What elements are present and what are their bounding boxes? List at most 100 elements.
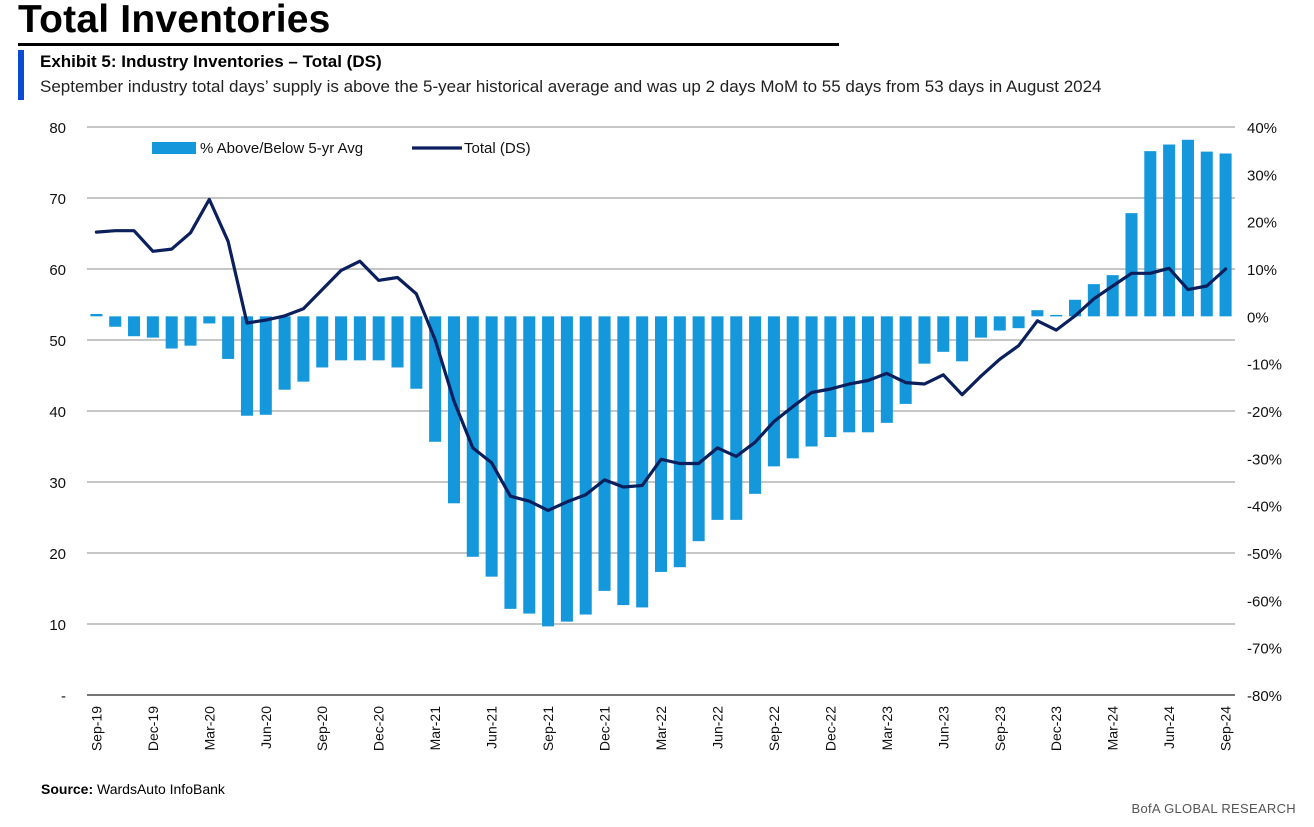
x-tick-label: Mar-23 bbox=[879, 706, 895, 751]
bar bbox=[1031, 310, 1044, 317]
bar bbox=[805, 316, 818, 447]
x-tick-label: Mar-21 bbox=[427, 706, 443, 751]
bar bbox=[297, 316, 310, 382]
y-right-tick-label: 40% bbox=[1247, 120, 1277, 137]
bar bbox=[560, 316, 573, 622]
bar bbox=[937, 316, 950, 352]
y-right-tick-label: 20% bbox=[1247, 215, 1277, 232]
bar bbox=[429, 316, 442, 442]
bar bbox=[974, 316, 987, 338]
x-tick-label: Sep-22 bbox=[766, 706, 782, 751]
bar bbox=[1012, 316, 1025, 329]
bar bbox=[128, 316, 141, 337]
brand-footer: BofA GLOBAL RESEARCH bbox=[1131, 801, 1296, 816]
bar bbox=[165, 316, 178, 349]
y-left-tick-label: 10 bbox=[49, 617, 66, 634]
exhibit-accent-bar bbox=[18, 50, 24, 100]
y-right-tick-label: -50% bbox=[1247, 546, 1282, 563]
y-right-tick-label: -10% bbox=[1247, 357, 1282, 374]
bar bbox=[861, 316, 875, 433]
y-left-tick-label: - bbox=[61, 688, 66, 705]
x-tick-label: Jun-22 bbox=[709, 706, 725, 749]
x-tick-label: Dec-21 bbox=[597, 706, 613, 751]
y-left-tick-label: 60 bbox=[49, 262, 66, 279]
y-left-tick-label: 50 bbox=[49, 333, 66, 350]
source-label: Source: bbox=[41, 781, 94, 797]
bar bbox=[899, 316, 912, 404]
x-tick-label: Mar-24 bbox=[1105, 706, 1121, 751]
y-right-tick-label: 30% bbox=[1247, 167, 1277, 184]
bar bbox=[711, 316, 724, 520]
bar bbox=[391, 316, 404, 368]
bar bbox=[598, 316, 611, 591]
x-tick-label: Jun-24 bbox=[1161, 706, 1177, 749]
source-note: Source: WardsAuto InfoBank bbox=[41, 781, 225, 797]
x-tick-label: Sep-24 bbox=[1218, 706, 1234, 751]
bar bbox=[730, 316, 743, 520]
x-tick-label: Jun-21 bbox=[484, 706, 500, 749]
y-left-tick-label: 40 bbox=[49, 404, 66, 421]
x-tick-label: Sep-21 bbox=[540, 706, 556, 751]
y-right-tick-label: -40% bbox=[1247, 499, 1282, 516]
y-right-tick-label: 0% bbox=[1247, 309, 1269, 326]
bar bbox=[410, 316, 423, 389]
bar bbox=[447, 316, 461, 504]
bar bbox=[542, 316, 555, 627]
legend-label-bars: % Above/Below 5-yr Avg bbox=[200, 140, 363, 157]
bar bbox=[485, 316, 498, 577]
bar bbox=[259, 316, 272, 415]
page-title: Total Inventories bbox=[18, 0, 331, 41]
bar bbox=[523, 316, 536, 614]
bar bbox=[278, 316, 291, 390]
total-ds-line bbox=[94, 197, 1228, 512]
bar bbox=[617, 316, 630, 606]
bar bbox=[203, 316, 216, 324]
x-tick-label: Dec-23 bbox=[1048, 706, 1064, 751]
bar bbox=[109, 316, 122, 327]
bar bbox=[654, 316, 668, 572]
x-tick-label: Mar-20 bbox=[201, 706, 217, 751]
y-right-tick-label: -60% bbox=[1247, 593, 1282, 610]
y-right-tick-label: -80% bbox=[1247, 688, 1282, 705]
bar bbox=[993, 316, 1006, 331]
y-right-tick-label: 10% bbox=[1247, 262, 1277, 279]
title-divider bbox=[18, 43, 839, 46]
bar bbox=[1125, 213, 1138, 317]
bar bbox=[1200, 151, 1213, 317]
bar bbox=[316, 316, 329, 368]
x-tick-label: Mar-22 bbox=[653, 706, 669, 751]
bar bbox=[673, 316, 686, 568]
bar bbox=[466, 316, 479, 557]
x-tick-label: Dec-22 bbox=[822, 706, 838, 751]
x-tick-label: Sep-23 bbox=[992, 706, 1008, 751]
bar bbox=[749, 316, 762, 494]
source-text: WardsAuto InfoBank bbox=[97, 781, 225, 797]
bar bbox=[843, 316, 856, 433]
exhibit-title: Exhibit 5: Industry Inventories – Total … bbox=[40, 52, 382, 71]
y-left-tick-label: 20 bbox=[49, 546, 66, 563]
bar bbox=[335, 316, 348, 361]
bar bbox=[692, 316, 705, 542]
bar bbox=[504, 316, 517, 609]
bar bbox=[240, 316, 253, 416]
bar bbox=[372, 316, 385, 361]
y-right-tick-label: -30% bbox=[1247, 451, 1282, 468]
bar bbox=[767, 316, 780, 467]
y-right-tick-label: -70% bbox=[1247, 641, 1282, 658]
x-tick-label: Jun-23 bbox=[935, 706, 951, 749]
bar bbox=[918, 316, 931, 364]
bar bbox=[1163, 144, 1176, 317]
bar bbox=[184, 316, 197, 346]
bar bbox=[636, 316, 649, 608]
legend-label-line: Total (DS) bbox=[464, 140, 531, 157]
y-left-tick-label: 80 bbox=[49, 120, 66, 137]
y-left-tick-label: 70 bbox=[49, 191, 66, 208]
bar bbox=[1144, 151, 1157, 317]
legend-swatch-bars bbox=[152, 142, 196, 154]
bar bbox=[1050, 314, 1063, 317]
x-tick-label: Sep-20 bbox=[314, 706, 330, 751]
exhibit-subtitle: September industry total days’ supply is… bbox=[40, 77, 1102, 96]
y-right-tick-label: -20% bbox=[1247, 404, 1282, 421]
bar bbox=[880, 316, 893, 423]
